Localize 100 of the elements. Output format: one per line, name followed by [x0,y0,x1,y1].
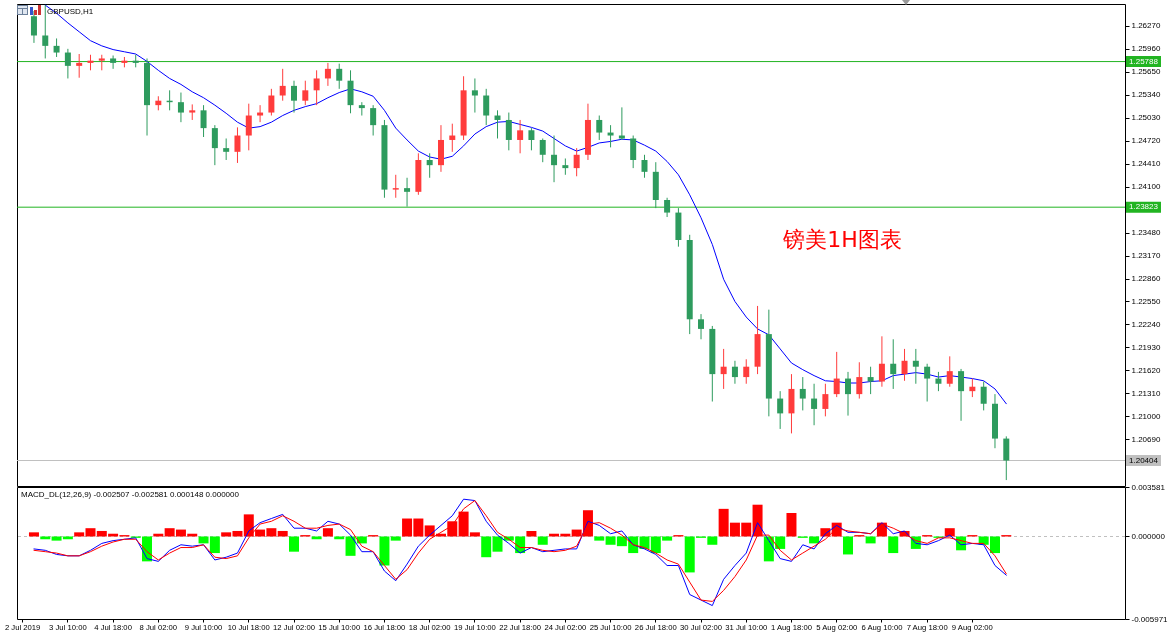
candlestick [980,381,987,411]
candlestick [245,103,252,151]
candlestick [392,174,399,199]
ref-line-label: 1.23823 [1129,202,1159,212]
candlestick [211,124,218,166]
y-tick-label: 1.23170 [1131,251,1161,261]
y-tick-label: 1.24720 [1131,136,1161,146]
bar [289,536,299,552]
y-tick-label: 1.25960 [1131,44,1161,54]
candlestick [811,383,818,426]
bar [865,536,876,544]
line-series [44,4,1007,405]
candlestick [313,69,320,106]
candlestick [528,127,535,151]
annotation: 镑美1H图表 [782,227,902,253]
y-tick-label: 1.22240 [1131,319,1161,329]
y-tick-label: 0.003581 [1131,482,1166,492]
candlestick [471,77,478,114]
ref-line-label: 1.20404 [1129,455,1159,465]
bar [594,536,605,541]
candlestick [822,383,829,417]
y-tick-label: 0.000000 [1131,531,1166,541]
bar [334,536,345,540]
bar [786,512,797,537]
candlestick [878,335,885,388]
candlestick [935,371,942,392]
candlestick [279,68,286,102]
candlestick [799,376,806,411]
y-tick-label: 1.22550 [1131,297,1161,306]
candlestick [833,351,840,398]
candlestick [517,119,524,154]
candlestick [177,92,184,123]
candlestick [777,390,784,430]
candlestick [76,53,83,79]
candlestick [573,147,580,177]
y-tick-label: 1.24410 [1131,159,1161,169]
candlestick [200,104,207,138]
bar [28,532,39,537]
y-tick-label: 1.21620 [1131,365,1161,375]
bar [843,536,853,555]
candlestick [110,55,117,70]
y-tick-label: 1.25340 [1131,90,1161,100]
candlestick [845,371,851,417]
candlestick [336,63,343,90]
candlestick [483,88,490,126]
candlestick [890,338,897,390]
candlestick [924,363,931,403]
candlestick [324,62,331,87]
candlestick [856,361,863,400]
y-tick-label: 1.26270 [1131,21,1161,31]
chart-title: MACD_DL(12,26,9) -0.002507 -0.002581 0.000148 0.000000 [21,490,240,499]
candlestick [223,137,230,161]
candlestick [53,37,60,58]
bar [481,536,492,558]
bar [322,528,333,537]
y-tick-label: 1.21000 [1131,411,1161,421]
y-tick-label: 1.25650 [1131,67,1161,77]
candlestick [720,348,727,390]
y-tick-label: -0.005971 [1131,614,1169,624]
y-tick-label: 1.20690 [1131,434,1161,444]
candlestick [958,368,965,422]
candlestick [743,358,750,385]
candlestick [901,348,908,382]
candlestick [291,80,297,114]
candlestick [641,154,648,179]
bar [390,536,401,541]
candlestick [404,177,411,208]
candlestick [268,88,275,117]
y-tick-label: 1.25030 [1131,113,1161,123]
candlestick [426,152,433,179]
candlestick [539,137,546,163]
candlestick [607,124,614,148]
bar [526,530,537,537]
y-tick-label: 1.24100 [1131,182,1161,192]
candlestick [64,48,71,79]
bar [379,536,390,566]
y-tick-label: 1.23480 [1131,228,1161,238]
candlestick [257,104,264,123]
candlestick [946,355,953,388]
ref-line-label: 1.25788 [1129,56,1159,66]
bar [537,536,548,545]
y-tick-label: 1.22860 [1131,274,1161,284]
y-tick-label: 1.21930 [1131,342,1161,352]
bar [277,530,288,537]
candlestick [505,112,512,151]
bar [40,536,51,540]
candlestick [30,10,37,44]
candlestick [630,135,637,169]
candlestick [551,135,558,183]
candlestick [596,115,603,141]
candlestick [370,104,377,137]
candlestick [912,348,919,385]
y-tick-label: 1.21310 [1131,388,1161,398]
candlestick [867,366,874,395]
candlestick [664,197,671,218]
candlestick [302,80,309,106]
candlestick [731,360,738,385]
bar [888,536,899,554]
candlestick [698,313,705,340]
candlestick [234,126,241,164]
